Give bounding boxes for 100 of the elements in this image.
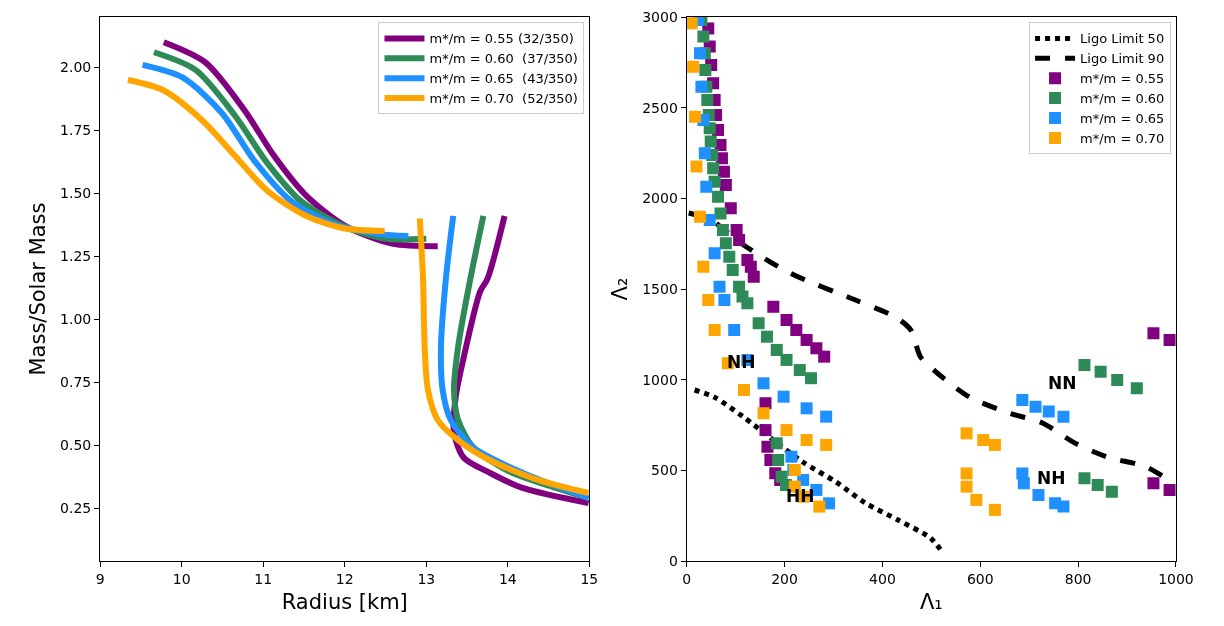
point bbox=[752, 317, 765, 330]
point bbox=[712, 190, 725, 203]
point bbox=[772, 454, 785, 466]
y-tick-label: 500 bbox=[651, 462, 678, 479]
x-tick-label: 10 bbox=[172, 570, 191, 587]
point bbox=[780, 424, 793, 437]
point bbox=[737, 384, 750, 396]
x-tick-label: 11 bbox=[254, 570, 273, 587]
x-axis-title: Λ₁ bbox=[919, 590, 943, 615]
y-tick-label: 0.75 bbox=[60, 374, 92, 391]
point bbox=[708, 247, 721, 260]
annotation: NH bbox=[1037, 468, 1066, 488]
point bbox=[820, 410, 833, 423]
legend-label: m*/m = 0.65 (43/350) bbox=[429, 71, 578, 87]
legend-label: Ligo Limit 50 bbox=[1080, 31, 1165, 47]
point bbox=[1105, 485, 1118, 498]
point bbox=[780, 314, 793, 327]
point bbox=[759, 424, 772, 437]
y-tick-label: 0.25 bbox=[60, 500, 92, 517]
point bbox=[760, 330, 773, 343]
x-tick-label: 15 bbox=[580, 570, 599, 587]
point bbox=[757, 377, 770, 390]
point bbox=[697, 260, 710, 273]
x-tick-label: 13 bbox=[417, 570, 436, 587]
legend-label: m*/m = 0.65 bbox=[1080, 111, 1165, 127]
point bbox=[780, 353, 793, 366]
x-tick-label: 12 bbox=[335, 570, 354, 587]
x-tick-label: 0 bbox=[682, 570, 692, 587]
point bbox=[1147, 477, 1160, 490]
point bbox=[1032, 488, 1045, 501]
point bbox=[800, 434, 813, 447]
point bbox=[699, 63, 712, 76]
point bbox=[1163, 333, 1176, 346]
y-tick-label: 1500 bbox=[642, 280, 678, 297]
point bbox=[1094, 365, 1107, 378]
y-tick-label: 2500 bbox=[642, 99, 678, 116]
point bbox=[800, 333, 813, 346]
point bbox=[960, 467, 973, 480]
x-tick-label: 400 bbox=[869, 570, 896, 587]
point bbox=[770, 343, 783, 356]
point bbox=[741, 297, 754, 310]
point bbox=[687, 60, 700, 73]
legend-label: m*/m = 0.55 (32/350) bbox=[429, 31, 574, 47]
annotation: NH bbox=[727, 352, 756, 372]
point bbox=[1057, 500, 1070, 513]
y-tick-label: 1.00 bbox=[60, 311, 92, 328]
point bbox=[733, 234, 746, 247]
point bbox=[702, 294, 715, 307]
y-tick-label: 1.50 bbox=[60, 185, 92, 202]
point bbox=[724, 202, 737, 215]
point bbox=[686, 17, 698, 30]
x-tick-label: 1000 bbox=[1158, 570, 1194, 587]
annotation: HH bbox=[786, 486, 815, 506]
y-axis-title: Mass/Solar Mass bbox=[26, 202, 51, 376]
legend-label: m*/m = 0.55 bbox=[1080, 71, 1165, 87]
x-tick-label: 14 bbox=[498, 570, 517, 587]
point bbox=[800, 402, 813, 415]
legend-label: Ligo Limit 90 bbox=[1080, 51, 1165, 67]
point bbox=[988, 503, 1001, 516]
point bbox=[818, 350, 831, 363]
point bbox=[714, 207, 727, 220]
point bbox=[1130, 382, 1143, 395]
legend-label: m*/m = 0.70 bbox=[1080, 130, 1165, 146]
point bbox=[713, 280, 726, 293]
point bbox=[813, 500, 826, 513]
y-tick-label: 2000 bbox=[642, 190, 678, 207]
y-tick-label: 3000 bbox=[642, 8, 678, 25]
point bbox=[1029, 400, 1042, 413]
point bbox=[693, 210, 706, 223]
y-tick-label: 1.25 bbox=[60, 248, 92, 265]
point bbox=[689, 110, 702, 123]
point bbox=[770, 437, 783, 450]
point bbox=[785, 450, 798, 463]
point bbox=[790, 323, 803, 336]
point bbox=[1078, 358, 1091, 371]
point bbox=[701, 94, 714, 107]
legend-label: m*/m = 0.70 (52/350) bbox=[429, 91, 578, 107]
point bbox=[1078, 472, 1091, 485]
point bbox=[1017, 477, 1030, 490]
y-axis-title: Λ₂ bbox=[608, 277, 633, 301]
point bbox=[777, 390, 790, 403]
point bbox=[697, 30, 710, 43]
point bbox=[690, 160, 703, 173]
point bbox=[767, 300, 780, 313]
point bbox=[793, 364, 806, 377]
annotation: NN bbox=[1048, 373, 1077, 393]
point bbox=[708, 323, 721, 336]
point bbox=[1057, 410, 1070, 423]
point bbox=[977, 434, 990, 447]
x-tick-label: 800 bbox=[1064, 570, 1092, 587]
point bbox=[728, 323, 741, 336]
point bbox=[717, 165, 730, 178]
point bbox=[757, 407, 770, 420]
x-tick-label: 9 bbox=[95, 570, 105, 587]
point bbox=[698, 147, 711, 160]
point bbox=[1042, 405, 1055, 418]
point bbox=[960, 427, 973, 440]
y-tick-label: 0 bbox=[668, 552, 678, 569]
point bbox=[704, 135, 717, 148]
point bbox=[960, 480, 973, 493]
